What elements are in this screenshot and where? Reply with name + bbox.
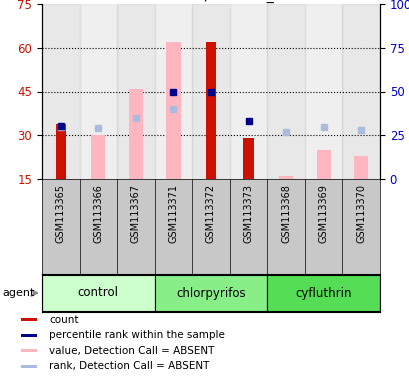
- Bar: [128, 89, 143, 179]
- Bar: [55, 124, 66, 179]
- Bar: [154, 4, 192, 179]
- Text: GSM113373: GSM113373: [243, 184, 253, 243]
- Bar: [79, 4, 117, 179]
- Bar: [278, 176, 292, 179]
- Title: GDS2215 / 216716_at: GDS2215 / 216716_at: [134, 0, 287, 3]
- Bar: [20, 349, 37, 352]
- Bar: [154, 275, 267, 311]
- Text: percentile rank within the sample: percentile rank within the sample: [49, 330, 225, 340]
- Bar: [91, 135, 105, 179]
- Bar: [316, 150, 330, 179]
- Bar: [205, 42, 216, 179]
- Text: rank, Detection Call = ABSENT: rank, Detection Call = ABSENT: [49, 361, 209, 371]
- Text: GSM113365: GSM113365: [56, 184, 65, 243]
- Text: GSM113369: GSM113369: [318, 184, 328, 243]
- Bar: [117, 4, 154, 179]
- Bar: [342, 4, 379, 179]
- Bar: [243, 138, 253, 179]
- Bar: [20, 365, 37, 368]
- Bar: [304, 4, 342, 179]
- Bar: [267, 4, 304, 179]
- Text: value, Detection Call = ABSENT: value, Detection Call = ABSENT: [49, 346, 214, 356]
- Bar: [353, 156, 367, 179]
- Text: GSM113366: GSM113366: [93, 184, 103, 243]
- Text: control: control: [78, 286, 119, 300]
- Bar: [20, 334, 37, 337]
- Bar: [20, 318, 37, 321]
- Text: GSM113371: GSM113371: [168, 184, 178, 243]
- Text: cyfluthrin: cyfluthrin: [295, 286, 351, 300]
- Text: GSM113367: GSM113367: [130, 184, 141, 243]
- Bar: [42, 275, 154, 311]
- Bar: [166, 42, 180, 179]
- Text: GSM113372: GSM113372: [205, 184, 216, 243]
- Text: GSM113370: GSM113370: [355, 184, 365, 243]
- Text: agent: agent: [2, 288, 34, 298]
- Bar: [192, 4, 229, 179]
- Text: count: count: [49, 315, 79, 325]
- Bar: [42, 4, 79, 179]
- Text: GSM113368: GSM113368: [281, 184, 290, 243]
- Bar: [267, 275, 379, 311]
- Bar: [229, 4, 267, 179]
- Text: chlorpyrifos: chlorpyrifos: [176, 286, 245, 300]
